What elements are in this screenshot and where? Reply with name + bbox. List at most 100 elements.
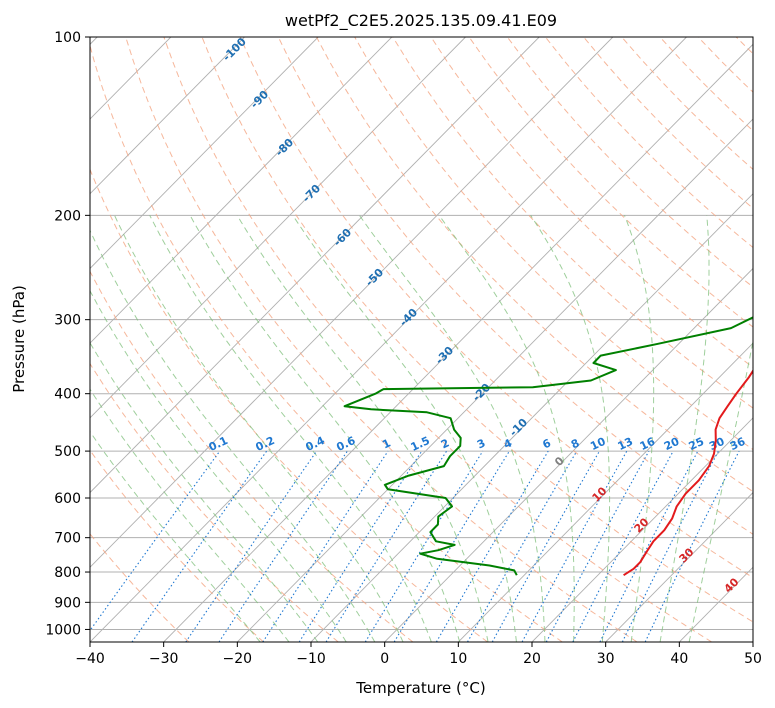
plot-area: 0.1 0.2 0.4 0.6 1 1.5 2 3 4 6 8 10 13 16 20 25 30 36-100-… bbox=[90, 35, 753, 642]
mixing-ratio-label: 20 bbox=[662, 435, 682, 453]
dry-adiabat-30 bbox=[125, 37, 638, 642]
dry-adiabat--20 bbox=[90, 449, 264, 642]
isotherm-10 bbox=[458, 342, 753, 642]
isotherm--70 bbox=[90, 37, 466, 419]
mixing-ratio-line bbox=[491, 450, 600, 642]
isotherm--80 bbox=[90, 37, 393, 344]
mixing-ratio-label: 30 bbox=[707, 435, 727, 453]
isotherm--40 bbox=[90, 37, 687, 642]
dry-adiabat-label: -90 bbox=[248, 88, 271, 111]
dry-adiabat-90 bbox=[354, 37, 753, 451]
dry-adiabats bbox=[90, 37, 753, 642]
dry-adiabat-label: -20 bbox=[470, 381, 493, 404]
dry-adiabat-label: -100 bbox=[220, 35, 249, 64]
mixing-ratio-label: 10 bbox=[588, 435, 608, 453]
chart-title: wetPf2_C2E5.2025.135.09.41.E09 bbox=[285, 11, 557, 31]
isotherm--60 bbox=[90, 37, 540, 494]
mixing-ratio-line bbox=[545, 450, 650, 642]
moist-adiabat-28 bbox=[530, 215, 611, 642]
dry-adiabat-label: -30 bbox=[433, 344, 456, 367]
x-tick-label: 20 bbox=[523, 651, 541, 667]
y-tick-label: 400 bbox=[54, 387, 81, 403]
dewpoint-series bbox=[343, 316, 753, 576]
moist-adiabat--4 bbox=[90, 229, 376, 642]
mixing-ratio-label: 16 bbox=[638, 435, 658, 453]
dry-adiabat-40 bbox=[163, 37, 712, 642]
isotherm--10 bbox=[310, 193, 753, 642]
moist-adiabat-12 bbox=[236, 215, 489, 642]
skewed-isotherms bbox=[90, 37, 753, 642]
y-axis-label: Pressure (hPa) bbox=[10, 285, 28, 393]
dry-adiabat-label: -50 bbox=[363, 266, 386, 289]
x-tick-label: −20 bbox=[223, 651, 253, 667]
moist-adiabat-8 bbox=[189, 215, 461, 642]
y-tick-label: 700 bbox=[54, 531, 81, 547]
moist-adiabat--8 bbox=[90, 289, 347, 642]
dry-adiabat-0 bbox=[90, 270, 414, 642]
temperature-series bbox=[623, 369, 753, 577]
dry-adiabat-50 bbox=[201, 37, 753, 623]
moist-adiabat-16 bbox=[292, 215, 517, 642]
mixing-ratio-line bbox=[90, 450, 221, 632]
mixing-ratio-label: 4 bbox=[502, 436, 515, 451]
mixing-ratio-line bbox=[364, 450, 484, 642]
mixing-ratio-label: 36 bbox=[728, 435, 748, 453]
mixing-ratio-line bbox=[621, 450, 719, 642]
x-tick-label: 30 bbox=[597, 651, 615, 667]
dry-adiabat-80 bbox=[316, 37, 753, 493]
isotherm--90 bbox=[90, 37, 319, 270]
isotherm-0 bbox=[384, 267, 753, 642]
mixing-ratio-line bbox=[435, 450, 549, 642]
mixing-ratio-label: 13 bbox=[616, 435, 635, 453]
moist-adiabat-0 bbox=[114, 215, 404, 642]
y-tick-label: 100 bbox=[54, 30, 81, 46]
isotherm-50 bbox=[752, 641, 753, 642]
reference-labels: 0.1 0.2 0.4 0.6 1 1.5 2 3 4 6 8 10 13 16 20 25 30 36-100-… bbox=[207, 35, 748, 596]
moist-adiabat-4 bbox=[149, 215, 432, 642]
mixing-ratio-line bbox=[521, 450, 628, 642]
moist-adiabat--16 bbox=[90, 388, 290, 642]
y-tick-label: 500 bbox=[54, 444, 81, 460]
moist-adiabat-20 bbox=[358, 215, 546, 642]
isotherm--30 bbox=[163, 43, 753, 642]
y-tick-label: 900 bbox=[54, 595, 81, 611]
dry-adiabat-20 bbox=[90, 43, 563, 642]
isotherm--20 bbox=[237, 118, 753, 642]
x-axis: −40 −30 −20 −10 0 10 20 30 40 50 bbox=[75, 642, 762, 667]
y-axis: 100 200 300 400 500 600 700 800 900 1000 bbox=[45, 30, 90, 638]
dry-adiabat-100 bbox=[392, 37, 753, 409]
isotherm-30 bbox=[605, 491, 753, 642]
x-tick-label: −30 bbox=[149, 651, 179, 667]
mixing-ratio-line bbox=[325, 450, 448, 642]
dry-adiabat-label: 30 bbox=[677, 545, 697, 565]
isotherm-40 bbox=[679, 566, 753, 642]
dry-adiabat-label: -10 bbox=[507, 416, 530, 439]
y-tick-label: 300 bbox=[54, 313, 81, 329]
x-tick-label: 50 bbox=[744, 651, 762, 667]
mixing-ratio-label: 2 bbox=[439, 436, 451, 451]
mixing-ratio-line bbox=[262, 450, 389, 642]
dry-adiabat-130 bbox=[506, 37, 753, 288]
mixing-ratio-line bbox=[644, 450, 740, 642]
mixing-ratio-line bbox=[298, 450, 423, 642]
dry-adiabat-140 bbox=[545, 37, 753, 249]
mixing-ratio-line bbox=[131, 450, 268, 642]
dry-adiabat-label: 40 bbox=[722, 575, 742, 595]
mixing-ratio-label: 25 bbox=[687, 435, 706, 453]
moist-adiabat-32 bbox=[624, 215, 655, 642]
y-tick-label: 1000 bbox=[45, 622, 81, 638]
dry-adiabat-120 bbox=[468, 37, 753, 328]
moist-adiabat--20 bbox=[90, 430, 261, 642]
moist-adiabat-36 bbox=[659, 215, 710, 642]
x-tick-label: 0 bbox=[380, 651, 389, 667]
dry-adiabat--10 bbox=[90, 362, 339, 642]
dry-adiabat-70 bbox=[277, 37, 753, 535]
y-tick-label: 600 bbox=[54, 491, 81, 507]
isotherm-20 bbox=[531, 417, 753, 642]
isotherm--50 bbox=[90, 37, 614, 568]
x-tick-label: 10 bbox=[449, 651, 467, 667]
dry-adiabat-110 bbox=[430, 37, 753, 368]
mixing-ratio-label: 3 bbox=[475, 436, 487, 451]
dry-adiabat-60 bbox=[239, 37, 753, 579]
x-tick-label: 40 bbox=[670, 651, 688, 667]
